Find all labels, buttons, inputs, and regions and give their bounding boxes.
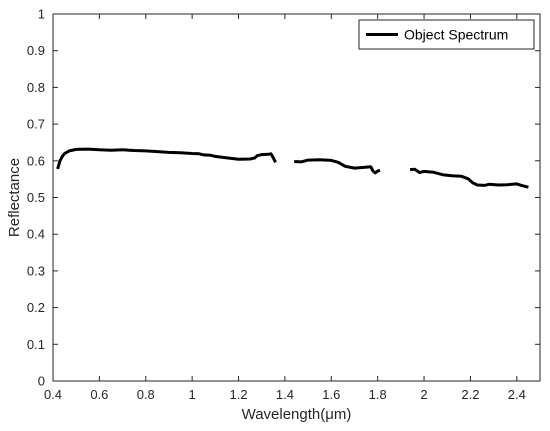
x-tick-label: 1.2	[229, 387, 247, 402]
series-line-object-spectrum	[409, 167, 529, 189]
y-tick-label: 1	[38, 7, 45, 22]
legend-entry-object-spectrum: Object Spectrum	[404, 27, 508, 43]
x-tick-label: 0.6	[90, 387, 108, 402]
x-tick-label: 2	[420, 387, 427, 402]
y-tick-label: 0.5	[27, 190, 45, 205]
y-tick-label: 0.7	[27, 117, 45, 132]
x-tick-label: 2.4	[508, 387, 526, 402]
x-tick-label: 2.2	[461, 387, 479, 402]
y-tick-label: 0.6	[27, 153, 45, 168]
x-tick-label: 1.4	[276, 387, 294, 402]
series-layer	[56, 147, 529, 189]
legend: Object Spectrum	[358, 19, 535, 50]
x-tick-label: 1.6	[322, 387, 340, 402]
y-tick-label: 0.9	[27, 43, 45, 58]
y-tick-label: 0	[38, 374, 45, 389]
y-axis-label: Reflectance	[6, 158, 23, 237]
series-line-object-spectrum	[56, 147, 277, 170]
plot-area	[52, 13, 541, 382]
x-tick-label: 0.8	[137, 387, 155, 402]
y-tick-label: 0.3	[27, 263, 45, 278]
axis-ticks: 0.4 0.6 0.8 1 1.2 1.4 1.6 1.8 2 2.2 2.4 0 0.1 0.2 0.3 0…	[27, 7, 540, 402]
x-tick-label: 0.4	[44, 387, 62, 402]
x-tick-label: 1.8	[369, 387, 387, 402]
x-axis-label: Wavelength(μm)	[242, 406, 352, 423]
y-tick-label: 0.8	[27, 80, 45, 95]
x-tick-label: 1	[189, 387, 196, 402]
y-tick-label: 0.4	[27, 227, 45, 242]
y-tick-label: 0.1	[27, 337, 45, 352]
y-tick-label: 0.2	[27, 300, 45, 315]
series-line-object-spectrum	[294, 158, 381, 175]
